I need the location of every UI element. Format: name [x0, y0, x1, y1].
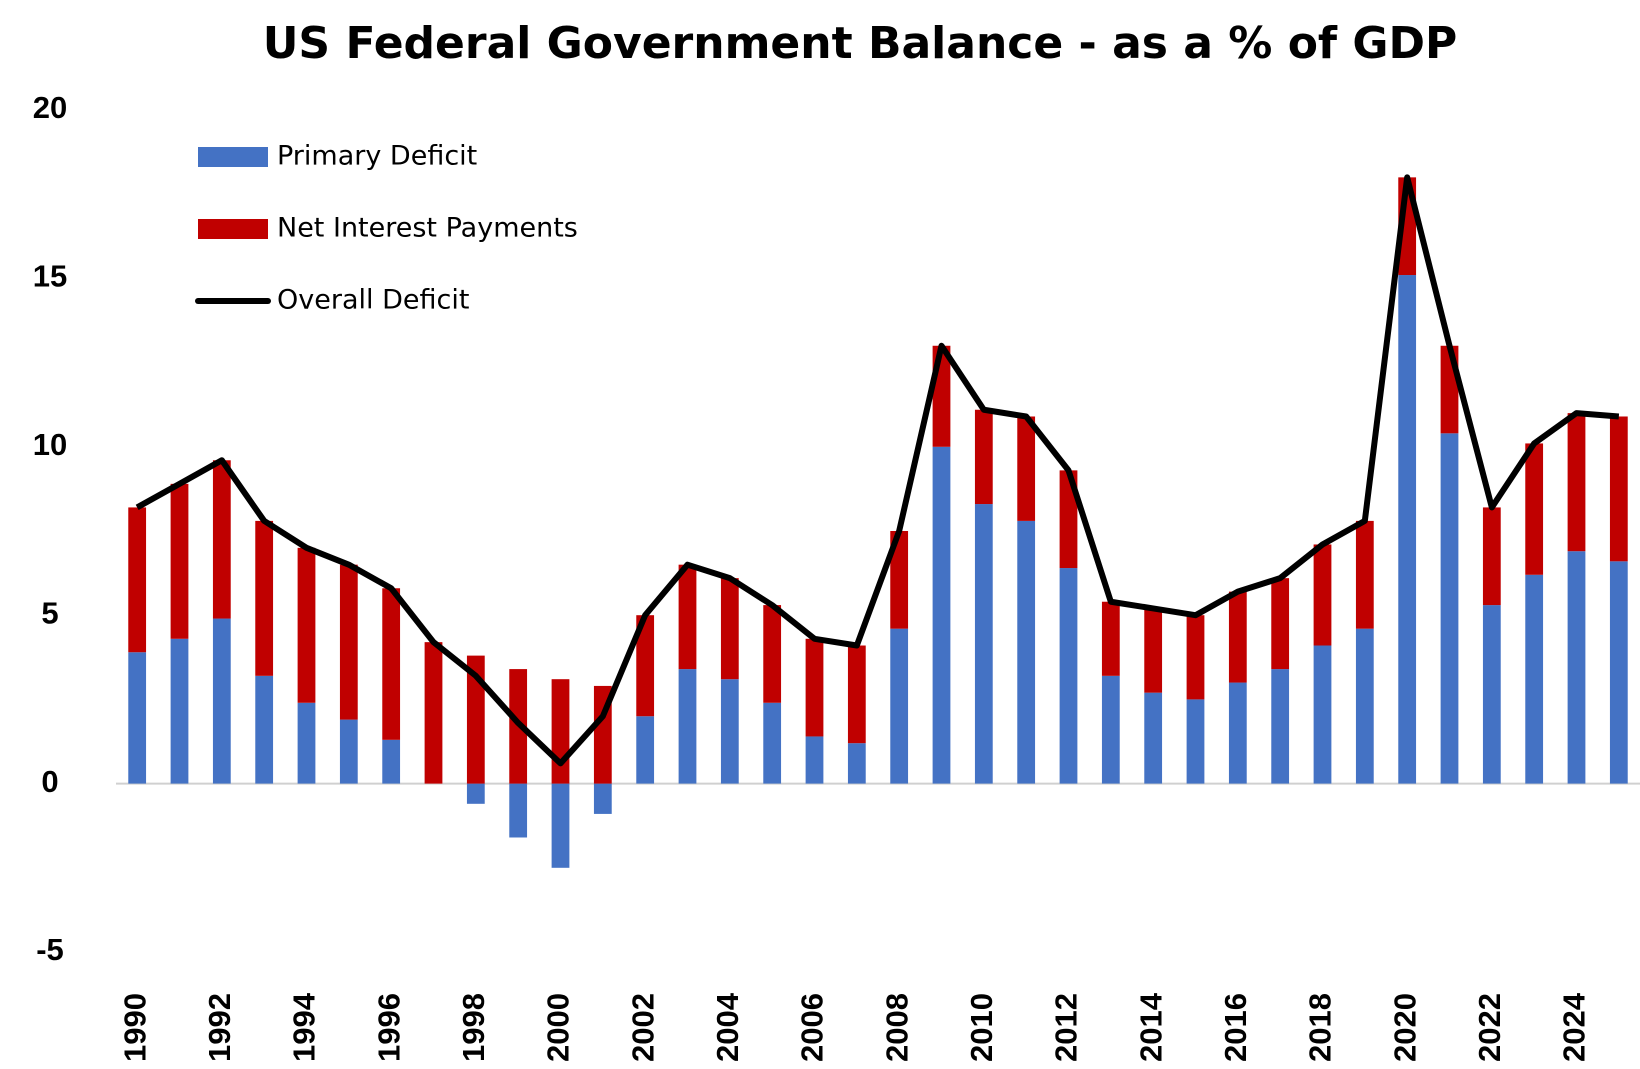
bar-segment: [1355, 520, 1374, 629]
bar-segment: [128, 652, 147, 784]
bar-segment: [720, 578, 739, 680]
y-tick-label: 20: [33, 90, 67, 125]
bar-segment: [720, 679, 739, 784]
bar-segment: [847, 743, 866, 784]
legend-swatch: [198, 147, 268, 167]
legend-label: Overall Deficit: [277, 285, 469, 316]
bar-segment: [255, 675, 274, 784]
bar-segment: [636, 615, 655, 717]
x-tick-label: 2006: [795, 993, 830, 1062]
x-tick-label: 2014: [1133, 992, 1168, 1062]
bar-segment: [805, 736, 824, 784]
x-tick-label: 2000: [541, 993, 576, 1062]
x-tick-label: 2008: [879, 993, 914, 1062]
bar-segment: [1017, 520, 1036, 784]
bar-segment: [1059, 568, 1078, 784]
x-tick-label: 1990: [117, 993, 152, 1062]
bar-segment: [1101, 675, 1120, 784]
y-tick-label: 0: [41, 764, 58, 799]
x-tick-label: 2022: [1472, 993, 1507, 1062]
x-tick-label: 2024: [1557, 992, 1592, 1062]
legend-swatch: [198, 219, 268, 239]
bar-segment: [339, 564, 358, 720]
x-tick-label: 2004: [710, 992, 745, 1062]
bar-segment: [339, 719, 358, 784]
bar-segment: [170, 638, 189, 784]
bar-segment: [678, 564, 697, 670]
bar-segment: [890, 531, 909, 629]
bar-segment: [636, 716, 655, 784]
bar-segment: [1313, 645, 1332, 784]
bar-segment: [382, 739, 401, 784]
bar-segment: [1440, 433, 1459, 784]
bar-segment: [424, 642, 443, 784]
chart-title: US Federal Government Balance - as a % o…: [263, 18, 1458, 69]
bar-segment: [1101, 601, 1120, 676]
y-tick-label: -5: [36, 932, 64, 967]
bar-segment: [466, 783, 485, 804]
bar-segment: [551, 783, 570, 868]
x-tick-label: 2020: [1387, 993, 1422, 1062]
bar-segment: [890, 628, 909, 784]
x-tick-label: 2012: [1049, 993, 1084, 1062]
bar-segment: [466, 655, 485, 784]
x-tick-label: 2010: [964, 993, 999, 1062]
bar-segment: [1355, 628, 1374, 784]
bar-segment: [382, 588, 401, 740]
bar-segment: [551, 679, 570, 784]
bar-segment: [1482, 605, 1501, 784]
x-tick-label: 1994: [287, 992, 322, 1062]
bar-segment: [1228, 682, 1247, 784]
bar-segment: [297, 547, 316, 703]
bar-segment: [1609, 416, 1628, 562]
bar-segment: [1059, 470, 1078, 569]
y-tick-label: 10: [33, 427, 67, 462]
bar-segment: [932, 446, 951, 784]
line: [135, 174, 1620, 767]
x-tick-label: 2002: [625, 993, 660, 1062]
bar-segment: [297, 702, 316, 784]
legend-label: Primary Deficit: [277, 141, 477, 172]
bar-segment: [1144, 608, 1163, 693]
bar-segment: [1228, 591, 1247, 683]
bar-segment: [255, 520, 274, 676]
bar-segment: [128, 507, 147, 653]
bar-segment: [1567, 551, 1586, 784]
bar-segment: [763, 605, 782, 703]
bar-segment: [1525, 574, 1544, 784]
bar-segment: [1313, 544, 1332, 646]
y-tick-label: 15: [33, 259, 67, 294]
bar-segment: [1567, 413, 1586, 552]
bar-segment: [847, 645, 866, 744]
bar-segment: [1398, 275, 1417, 784]
x-tick-label: 2018: [1303, 993, 1338, 1062]
y-tick-label: 5: [41, 595, 58, 630]
bar-segment: [805, 638, 824, 737]
bar-segment: [509, 783, 528, 838]
bar-segment: [1525, 443, 1544, 575]
x-tick-label: 1992: [202, 993, 237, 1062]
bar-segment: [974, 504, 993, 784]
bar-segment: [593, 783, 612, 814]
bar-segment: [212, 460, 231, 619]
legend-label: Net Interest Payments: [277, 213, 578, 244]
bar-segment: [1271, 578, 1290, 670]
bar-segment: [678, 669, 697, 784]
bar-segment: [170, 483, 189, 639]
x-tick-label: 1998: [456, 993, 491, 1062]
x-tick-label: 2016: [1218, 993, 1253, 1062]
bar-segment: [974, 409, 993, 505]
bar-segment: [1609, 561, 1628, 784]
bar-segment: [212, 618, 231, 784]
bar-segment: [1482, 507, 1501, 606]
bar-segment: [1186, 699, 1205, 784]
bar-segment: [763, 702, 782, 784]
bar-segment: [1017, 416, 1036, 521]
x-tick-label: 1996: [371, 993, 406, 1062]
bar-segment: [1186, 615, 1205, 700]
bar-segment: [1144, 692, 1163, 784]
bar-segment: [1271, 669, 1290, 784]
